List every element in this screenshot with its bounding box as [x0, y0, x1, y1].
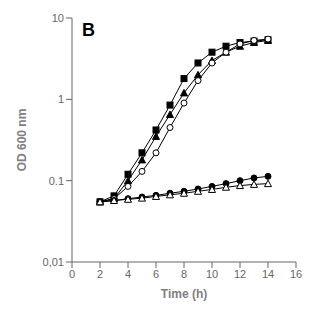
svg-text:0: 0: [69, 268, 75, 280]
svg-text:8: 8: [181, 268, 187, 280]
svg-text:10: 10: [52, 12, 64, 24]
svg-text:4: 4: [125, 268, 131, 280]
svg-text:OD 600 nm: OD 600 nm: [15, 109, 29, 172]
svg-text:10: 10: [206, 268, 218, 280]
svg-text:0,01: 0,01: [43, 256, 64, 268]
svg-text:6: 6: [153, 268, 159, 280]
svg-text:2: 2: [97, 268, 103, 280]
svg-text:0.1: 0.1: [49, 175, 64, 187]
svg-text:Time (h): Time (h): [161, 287, 207, 301]
html-text:B: B: [82, 20, 95, 40]
svg-text:16: 16: [290, 268, 302, 280]
svg-text:12: 12: [234, 268, 246, 280]
svg-text:14: 14: [262, 268, 274, 280]
svg-text:1: 1: [58, 93, 64, 105]
